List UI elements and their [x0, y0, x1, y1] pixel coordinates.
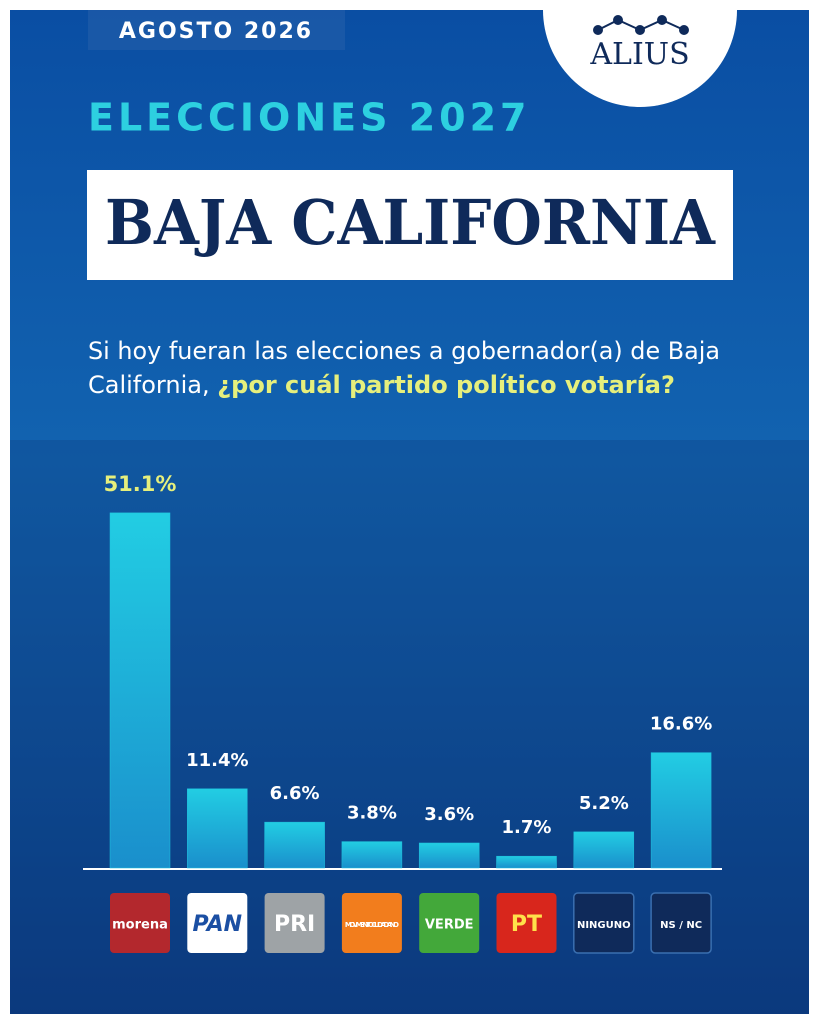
value-label: 6.6%	[270, 783, 320, 804]
value-label: 16.6%	[650, 714, 712, 735]
party-logo	[650, 892, 712, 954]
question-text: California,	[88, 371, 210, 399]
party-logo	[187, 893, 248, 953]
bar	[264, 821, 325, 869]
brand-icon	[593, 15, 689, 35]
bar	[341, 841, 403, 869]
value-label: 3.8%	[347, 803, 397, 824]
party-logo	[110, 893, 170, 953]
category-label: PT	[511, 912, 542, 937]
bar	[109, 512, 171, 869]
party-logo	[419, 893, 480, 953]
brand-badge	[543, 10, 737, 107]
value-label: 1.7%	[502, 817, 552, 838]
category-label: morena	[112, 918, 168, 933]
party-logo	[341, 893, 402, 953]
value-label: 3.6%	[424, 804, 474, 825]
value-label: 51.1%	[104, 472, 177, 496]
category-label: NS / NC	[660, 920, 702, 931]
question: Si hoy fueran las elecciones a gobernado…	[88, 337, 720, 365]
bar	[573, 831, 635, 869]
category-label: VERDE	[425, 918, 474, 933]
party-logo	[496, 893, 557, 953]
party-logo	[264, 893, 325, 953]
date-box	[88, 10, 345, 50]
bar	[650, 752, 712, 869]
category-label: MOVIMIENTO CIUDADANO	[345, 921, 399, 929]
category-label: PAN	[193, 912, 243, 937]
subtitle-box	[87, 170, 733, 280]
bar	[187, 788, 248, 869]
question-line: California, ¿por cuál partido político v…	[88, 371, 675, 399]
category-label: PRI	[274, 912, 315, 937]
chart-title: ELECCIONES 2027	[88, 96, 530, 140]
question-highlight: ¿por cuál partido político votaría?	[217, 371, 675, 399]
party-logo	[573, 892, 635, 954]
bar	[418, 842, 480, 869]
category-label: NINGUNO	[577, 920, 631, 931]
date: AGOSTO 2026	[119, 19, 313, 44]
brand: ALIUS	[589, 37, 689, 72]
value-label: 5.2%	[579, 793, 629, 814]
bar	[496, 855, 557, 869]
value-label: 11.4%	[186, 750, 248, 771]
chart-subtitle: BAJA CALIFORNIA	[105, 186, 716, 259]
